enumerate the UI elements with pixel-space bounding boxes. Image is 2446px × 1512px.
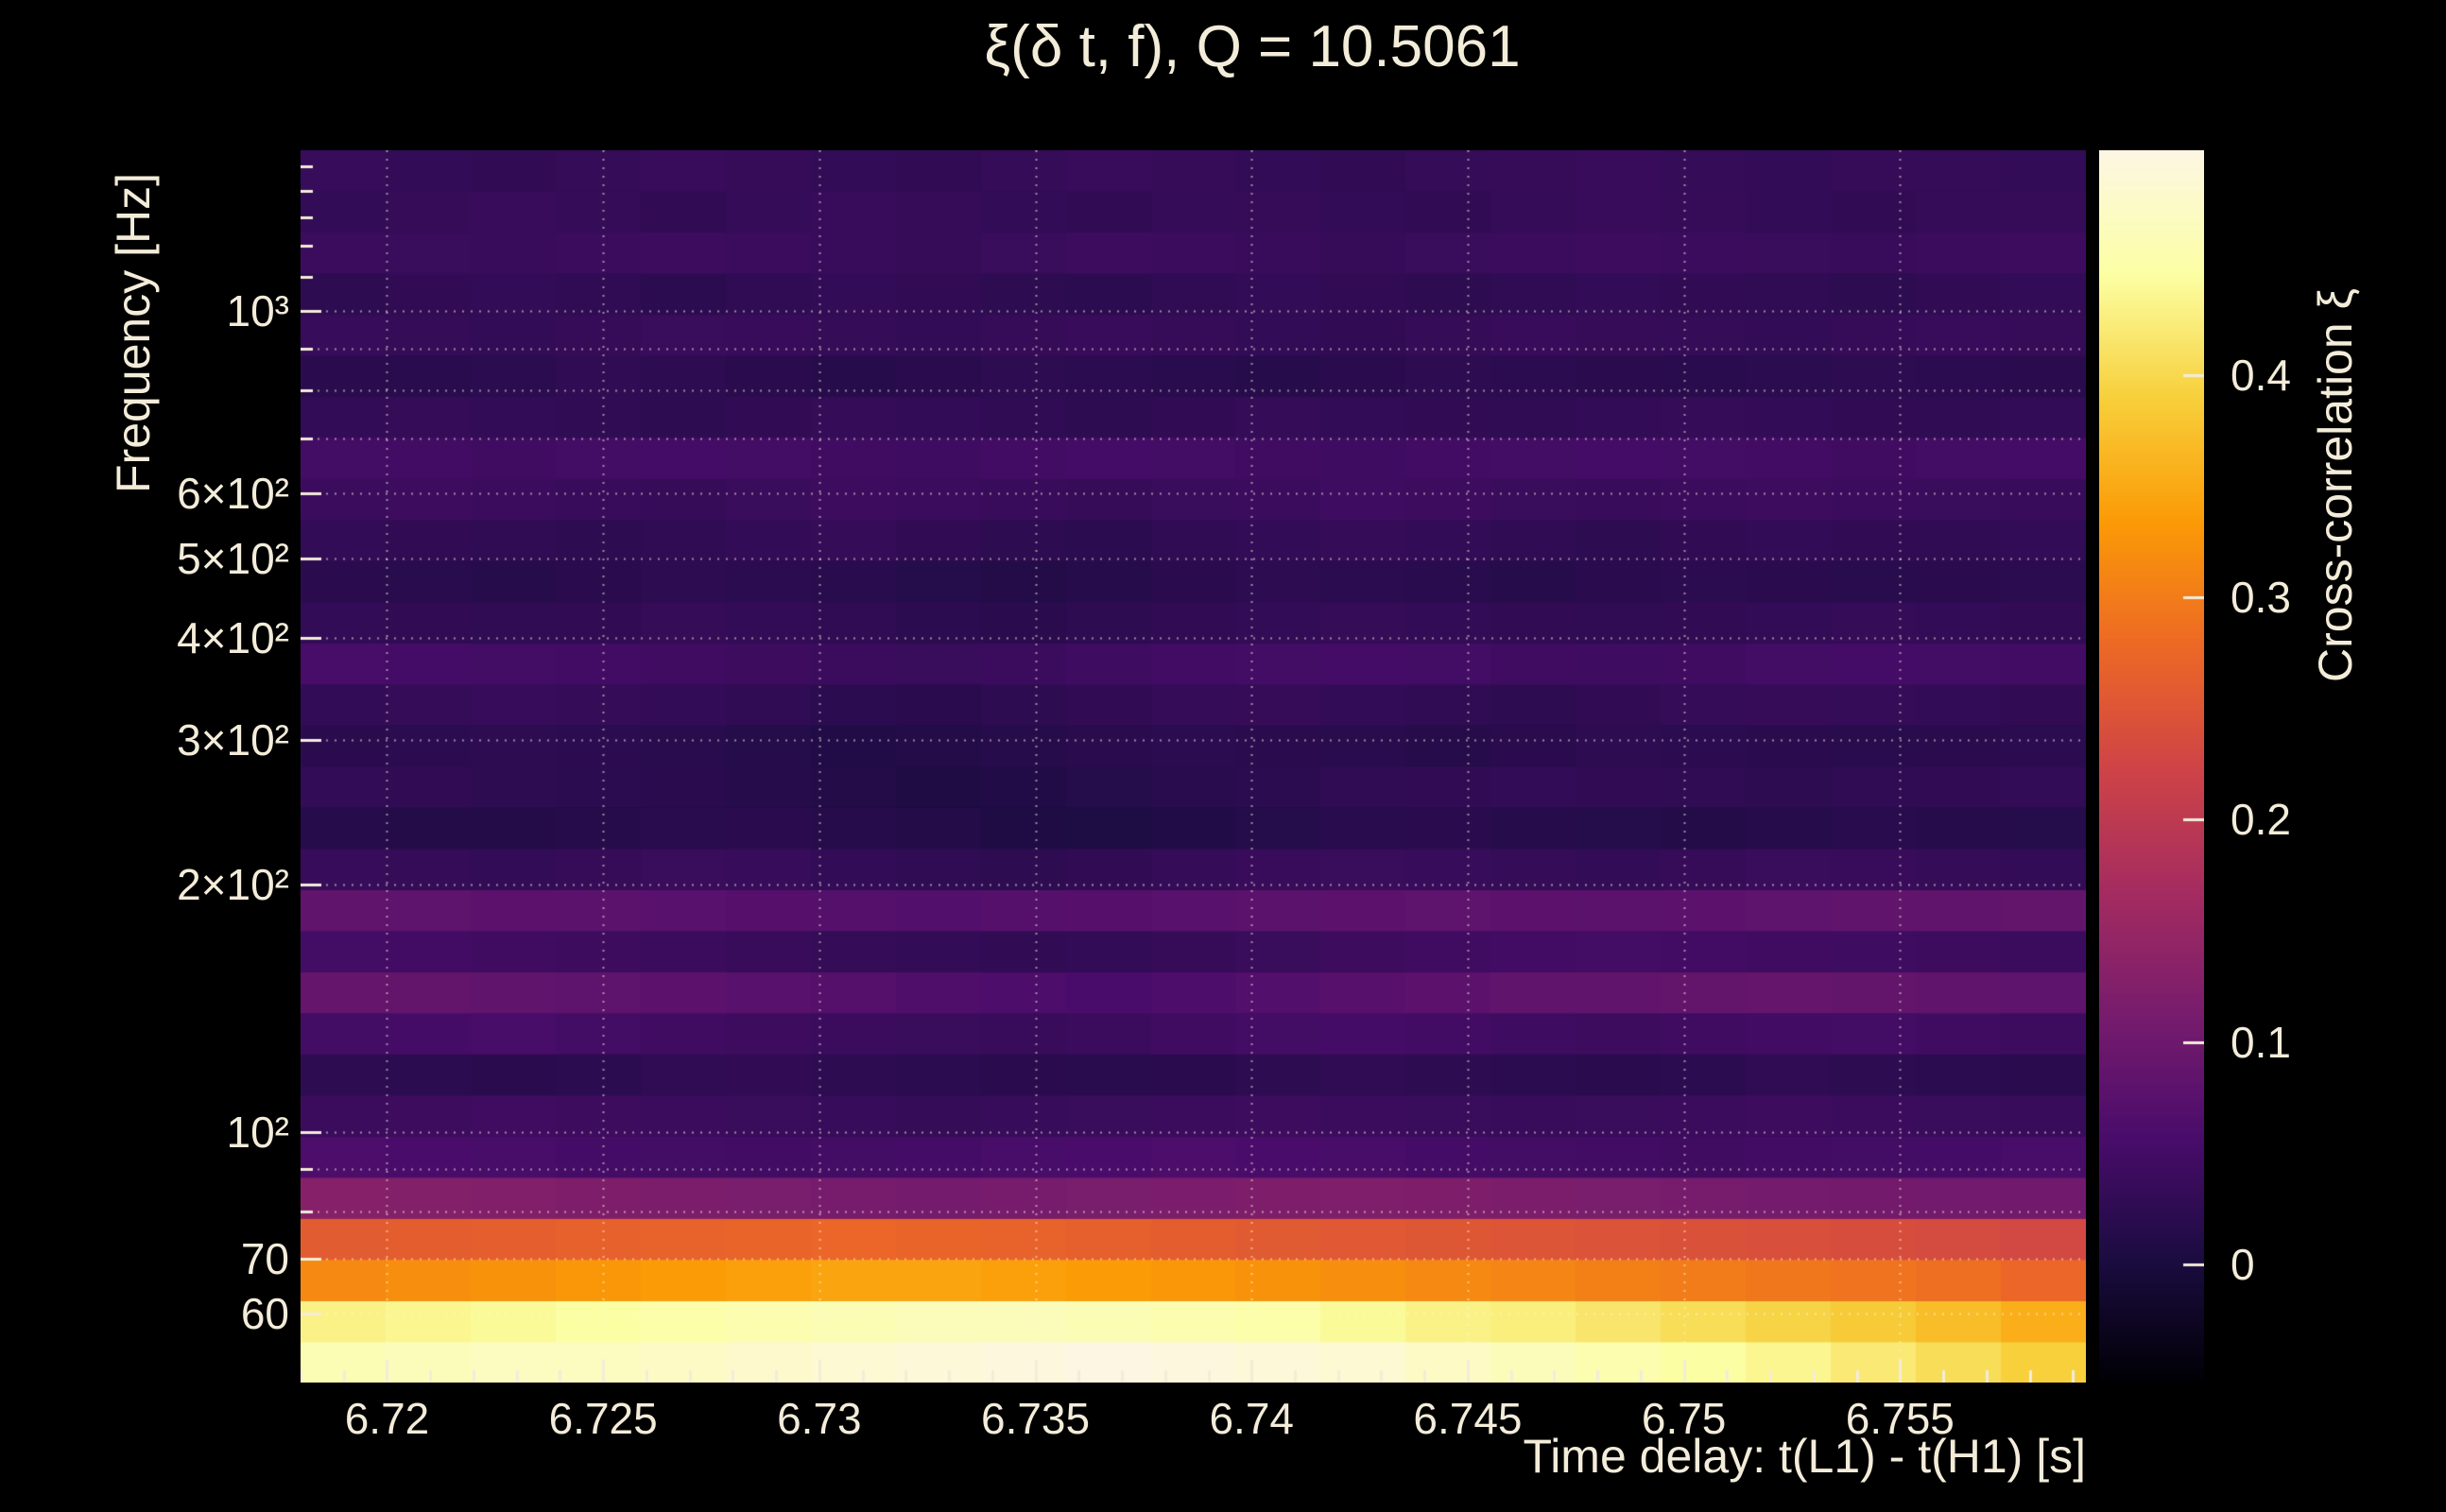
- y-tick-label: 3×10²: [177, 715, 289, 765]
- colorbar-canvas: [2099, 150, 2204, 1383]
- x-tick-label: 6.75: [1641, 1394, 1727, 1443]
- y-tick-label: 4×10²: [177, 612, 289, 662]
- y-tick-label: 6×10²: [177, 468, 289, 518]
- colorbar-tick-label: 0.4: [2231, 350, 2291, 400]
- colorbar-tick-label: 0.2: [2231, 795, 2291, 845]
- x-tick-label: 6.725: [548, 1394, 658, 1443]
- y-tick-label: 10²: [226, 1107, 289, 1157]
- colorbar-title: Cross-correlation ξ: [2309, 288, 2362, 682]
- y-tick-label: 10³: [226, 286, 289, 336]
- x-axis-title: Time delay: t(L1) - t(H1) [s]: [1523, 1430, 2086, 1483]
- colorbar-tick-label: 0.3: [2231, 573, 2291, 623]
- y-tick-label: 5×10²: [177, 533, 289, 583]
- y-axis-title: Frequency [Hz]: [107, 172, 160, 493]
- x-tick-label: 6.73: [777, 1394, 862, 1443]
- chart-title: ξ(δ t, f), Q = 10.5061: [984, 14, 1521, 79]
- x-tick-label: 6.745: [1413, 1394, 1523, 1443]
- heatmap-canvas: [301, 150, 2086, 1383]
- x-tick-label: 6.74: [1209, 1394, 1294, 1443]
- colorbar-tick-label: 0: [2231, 1240, 2255, 1290]
- y-tick-label: 70: [240, 1234, 289, 1284]
- y-tick-label: 60: [240, 1289, 289, 1339]
- x-tick-label: 6.735: [980, 1394, 1091, 1443]
- x-tick-label: 6.755: [1845, 1394, 1955, 1443]
- x-tick-label: 6.72: [344, 1394, 430, 1443]
- colorbar-tick-label: 0.1: [2231, 1017, 2291, 1067]
- y-tick-label: 2×10²: [177, 860, 289, 910]
